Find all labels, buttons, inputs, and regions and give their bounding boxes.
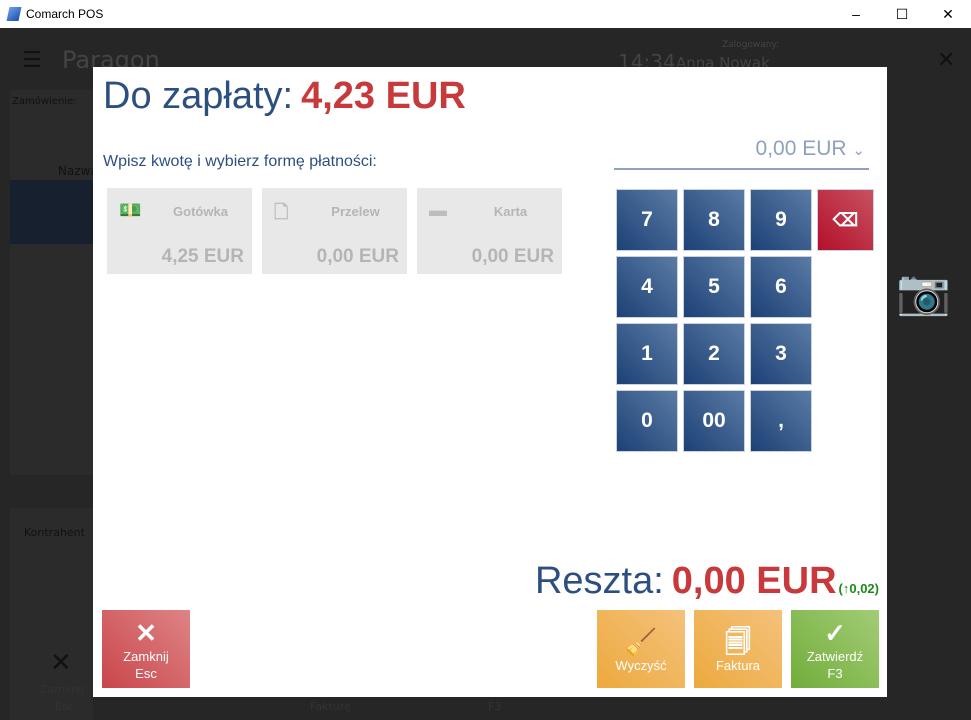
clear-button[interactable]: 🧹 Wyczyść (597, 610, 685, 688)
backspace-icon: ⌫ (832, 209, 859, 230)
payment-value: 0,00 EUR (316, 246, 399, 267)
key-1[interactable]: 1 (616, 323, 678, 385)
title-bar: Comarch POS – ☐ ✕ (0, 0, 971, 28)
bg-column: Nazwa (58, 164, 98, 178)
bg-order-label: Zamówienie: (12, 96, 77, 107)
confirm-key: F3 (827, 666, 843, 681)
due-label: Do zapłaty: (103, 75, 294, 117)
camera-icon: 📷 (896, 267, 951, 318)
amount-due: Do zapłaty: 4,23 EUR (103, 75, 466, 118)
confirm-label: Zatwierdź (806, 649, 864, 664)
bg-close-x-icon: ✕ (50, 648, 72, 678)
amount-input[interactable]: 0,00 EUR ⌄ (614, 137, 869, 170)
payment-label: Karta (493, 204, 528, 219)
app-logo-icon (6, 7, 22, 21)
bg-close-key: Esc (55, 700, 74, 713)
payment-label: Gotówka (173, 204, 228, 219)
close-key: Esc (135, 666, 157, 681)
cash-icon: 💵 (119, 200, 142, 220)
backspace-button[interactable]: ⌫ (817, 189, 874, 251)
key-2[interactable]: 2 (683, 323, 745, 385)
key-00[interactable]: 00 (683, 390, 745, 452)
card-icon: ▬ (429, 200, 447, 220)
change-label: Reszta: (534, 560, 664, 602)
due-amount: 4,23 EUR (301, 75, 466, 117)
close-window-button[interactable]: ✕ (942, 5, 954, 22)
document-icon: 🗋 (274, 202, 289, 222)
minimize-button[interactable]: – (852, 6, 860, 22)
key-5[interactable]: 5 (683, 256, 745, 318)
key-8[interactable]: 8 (683, 189, 745, 251)
key-7[interactable]: 7 (616, 189, 678, 251)
change-diff: (↑0,02) (838, 581, 879, 596)
confirm-button[interactable]: ✓ Zatwierdź F3 (791, 610, 879, 688)
bg-invoice-label: Fakturę (310, 700, 352, 713)
payment-value: 4,25 EUR (161, 246, 244, 267)
change-amount: 0,00 EUR (671, 560, 837, 602)
close-icon: ✕ (135, 618, 157, 648)
checkmark-icon: ✓ (824, 618, 846, 648)
invoice-icon: 🗐 (725, 627, 751, 657)
amount-input-value: 0,00 EUR (755, 137, 847, 160)
payment-value: 0,00 EUR (471, 246, 554, 267)
bg-confirm-key: F3 (488, 700, 502, 713)
key-0[interactable]: 0 (616, 390, 678, 452)
close-button[interactable]: ✕ Zamknij Esc (102, 610, 190, 688)
key-9[interactable]: 9 (750, 189, 812, 251)
payment-label: Przelew (331, 204, 380, 219)
key-comma[interactable]: , (750, 390, 812, 452)
bg-close-label: Zamknij (40, 683, 85, 696)
key-4[interactable]: 4 (616, 256, 678, 318)
invoice-label: Faktura (715, 658, 761, 673)
chevron-down-icon[interactable]: ⌄ (852, 142, 865, 159)
broom-icon: 🧹 (624, 627, 658, 657)
close-label: Zamknij (123, 649, 169, 664)
menu-icon: ☰ (22, 48, 42, 73)
payment-dialog: Do zapłaty: 4,23 EUR Wpisz kwotę i wybier… (93, 67, 887, 697)
payment-method-cash[interactable]: 💵 Gotówka 4,25 EUR (107, 188, 252, 274)
maximize-button[interactable]: ☐ (895, 5, 909, 22)
instruction: Wpisz kwotę i wybierz formę płatności: (103, 153, 377, 170)
clear-label: Wyczyść (615, 658, 667, 673)
key-3[interactable]: 3 (750, 323, 812, 385)
invoice-button[interactable]: 🗐 Faktura (694, 610, 782, 688)
bg-logged-label: Zalogowany: (722, 40, 780, 50)
payment-method-transfer[interactable]: 🗋 Przelew 0,00 EUR (262, 188, 407, 274)
payment-method-card[interactable]: ▬ Karta 0,00 EUR (417, 188, 562, 274)
key-6[interactable]: 6 (750, 256, 812, 318)
window-title: Comarch POS (26, 7, 104, 21)
bg-close-icon: ✕ (937, 48, 956, 73)
change: Reszta: 0,00 EUR (↑0,02) (535, 560, 879, 603)
bg-customer-label: Kontrahent (24, 526, 85, 539)
